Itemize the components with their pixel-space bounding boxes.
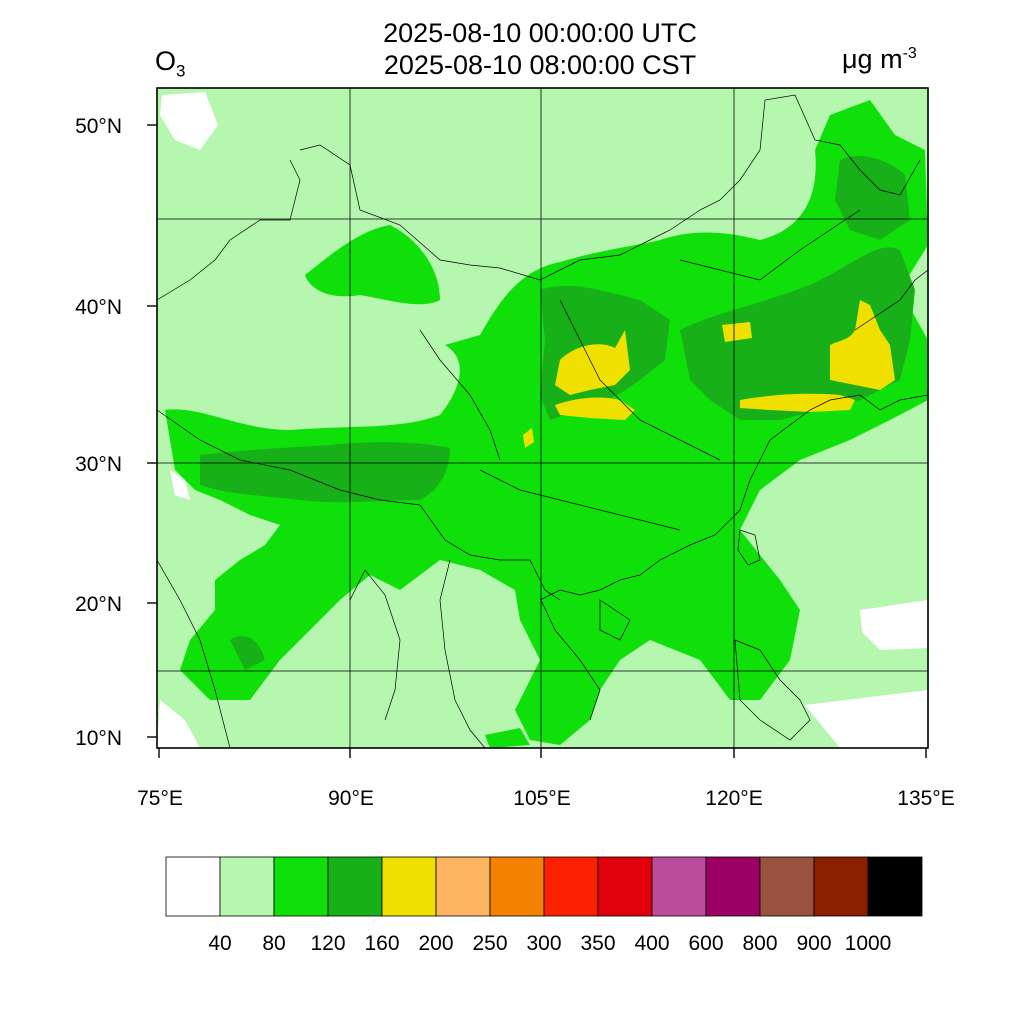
lat-label: 50°N xyxy=(75,115,122,138)
local-time-title: 2025-08-10 08:00:00 CST xyxy=(383,50,697,80)
colorbar-label: 80 xyxy=(262,932,285,955)
colorbar-label: 350 xyxy=(580,932,615,955)
colorbar-swatch xyxy=(435,856,491,917)
lat-label: 10°N xyxy=(75,727,122,750)
colorbar-swatch xyxy=(651,856,707,917)
utc-time-title: 2025-08-10 00:00:00 UTC xyxy=(383,18,697,48)
units-exponent: -3 xyxy=(902,45,917,62)
lon-label: 90°E xyxy=(328,787,374,810)
colorbar-label: 300 xyxy=(526,932,561,955)
lon-label: 135°E xyxy=(897,787,954,810)
graticule xyxy=(157,88,928,748)
field-80-120 xyxy=(165,100,928,748)
field-160-200 xyxy=(523,300,895,448)
colorbar-swatch xyxy=(597,856,653,917)
colorbar-swatch xyxy=(705,856,761,917)
colorbar-swatch xyxy=(813,856,869,917)
colorbar-swatch xyxy=(273,856,329,917)
colorbar xyxy=(165,856,923,917)
lat-label: 40°N xyxy=(75,296,122,319)
lat-label: 30°N xyxy=(75,453,122,476)
lon-label: 120°E xyxy=(705,787,762,810)
colorbar-label: 120 xyxy=(310,932,345,955)
colorbar-label: 40 xyxy=(208,932,231,955)
colorbar-swatch xyxy=(489,856,545,917)
units-label: μg m-3 xyxy=(842,44,917,75)
colorbar-labels: 40 80 120 160 200 250 300 350 400 600 800 900 1000 xyxy=(208,932,891,955)
colorbar-label: 200 xyxy=(418,932,453,955)
species-symbol: O xyxy=(155,46,177,76)
colorbar-swatch xyxy=(165,856,221,917)
colorbar-swatch xyxy=(381,856,437,917)
colorbar-label: 400 xyxy=(634,932,669,955)
colorbar-label: 800 xyxy=(742,932,777,955)
colorbar-label: 900 xyxy=(796,932,831,955)
units-main: μg m xyxy=(842,44,903,74)
colorbar-swatch xyxy=(327,856,383,917)
species-subscript: 3 xyxy=(176,61,186,81)
colorbar-swatch xyxy=(543,856,599,917)
colorbar-label: 1000 xyxy=(845,932,892,955)
map-field xyxy=(157,88,928,748)
lat-label: 20°N xyxy=(75,593,122,616)
lon-label: 75°E xyxy=(137,787,183,810)
map-frame xyxy=(156,87,929,749)
colorbar-label: 600 xyxy=(688,932,723,955)
axis-ticks xyxy=(147,124,927,758)
lon-label: 105°E xyxy=(513,787,570,810)
species-label: O3 xyxy=(155,46,185,81)
colorbar-swatch xyxy=(219,856,275,917)
boundaries xyxy=(157,94,928,748)
colorbar-label: 250 xyxy=(472,932,507,955)
colorbar-swatch xyxy=(759,856,815,917)
colorbar-label: 160 xyxy=(364,932,399,955)
colorbar-swatch xyxy=(867,856,923,917)
